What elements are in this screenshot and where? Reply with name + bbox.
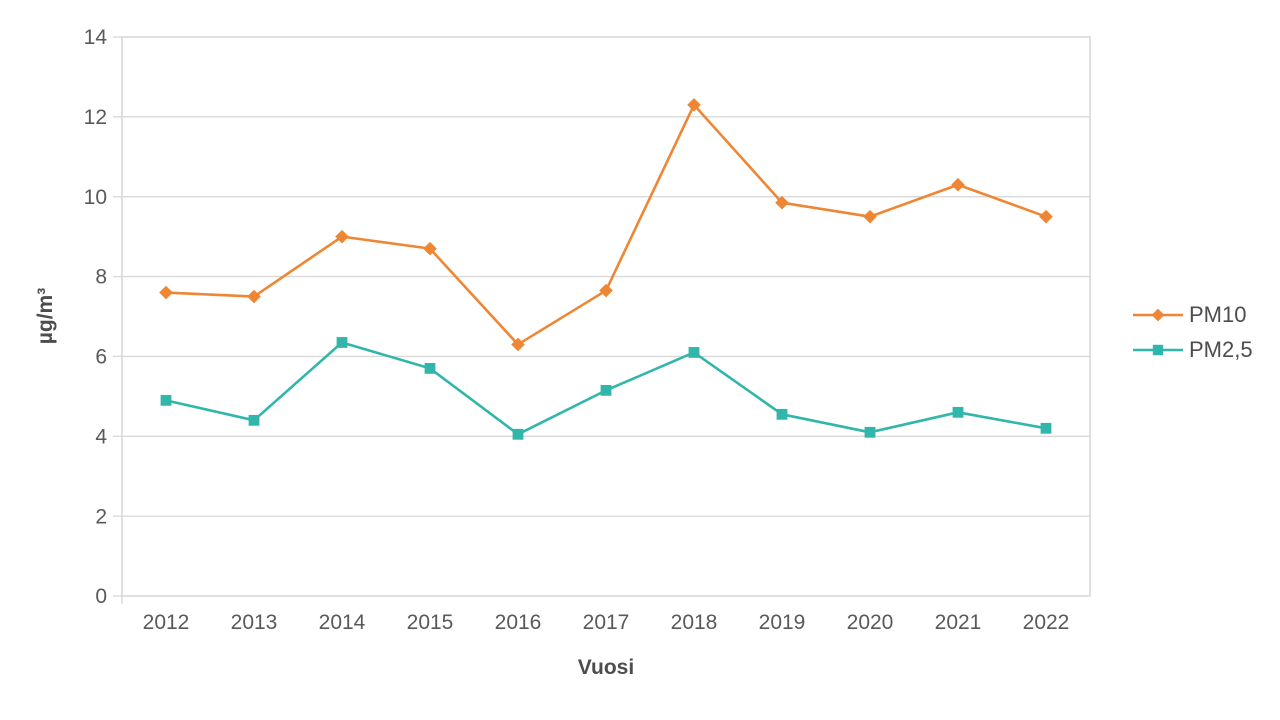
x-tick-label: 2012 [143, 611, 190, 634]
x-tick-label: 2016 [495, 611, 542, 634]
y-tick-label: 14 [84, 26, 108, 49]
y-axis-title: µg/m³ [34, 287, 57, 345]
x-tick-label: 2014 [319, 611, 366, 634]
data-point-marker [776, 408, 788, 420]
data-point-marker [511, 337, 525, 352]
data-point-marker [1040, 422, 1052, 434]
data-point-marker [775, 195, 789, 210]
data-point-marker [336, 337, 348, 348]
data-point-marker [952, 406, 964, 418]
series-line-pm10 [165, 103, 1047, 346]
legend-item-pm25: PM2,5 [1132, 332, 1253, 367]
x-axis-title: Vuosi [577, 656, 635, 679]
legend-label-pm10: PM10 [1189, 301, 1247, 327]
data-point-marker [248, 414, 260, 426]
y-tick-label: 10 [84, 186, 107, 209]
x-tick-label: 2018 [671, 611, 718, 634]
legend-item-pm10: PM10 [1132, 297, 1253, 332]
data-point-marker [1039, 209, 1053, 224]
plot-border [121, 36, 1091, 597]
x-tick-label: 2021 [935, 611, 982, 634]
x-tick-label: 2015 [407, 611, 454, 634]
y-tick-label: 8 [95, 266, 107, 289]
data-point-marker [600, 384, 612, 396]
x-tick-label: 2013 [231, 611, 278, 634]
y-tick-label: 2 [95, 505, 107, 528]
x-tick-label: 2022 [1023, 611, 1070, 634]
pm10-line-marker-icon [1133, 308, 1183, 321]
legend-marker-square [1152, 344, 1164, 355]
y-tick-label: 4 [95, 425, 107, 448]
legend: PM10 PM2,5 [1132, 297, 1253, 367]
pm25-line-marker-icon [1133, 344, 1183, 355]
y-tick-label: 6 [95, 346, 107, 369]
data-point-marker [512, 428, 524, 440]
data-point-marker [688, 347, 700, 358]
data-point-marker [423, 241, 437, 256]
data-point-marker [159, 285, 173, 300]
x-tick-label: 2020 [847, 611, 894, 634]
data-point-marker [247, 289, 261, 304]
data-point-marker [599, 283, 613, 298]
y-tick-label: 0 [95, 585, 107, 608]
legend-label-pm25: PM2,5 [1189, 336, 1253, 362]
data-point-marker [951, 177, 965, 192]
data-point-marker [863, 209, 877, 224]
data-point-marker [424, 363, 436, 374]
data-point-marker [160, 394, 172, 406]
data-point-marker [864, 426, 876, 438]
y-tick-label: 12 [84, 106, 107, 129]
legend-marker-diamond [1151, 308, 1165, 321]
x-tick-label: 2019 [759, 611, 806, 634]
x-tick-label: 2017 [583, 611, 630, 634]
data-point-marker [335, 229, 349, 244]
data-point-marker [687, 98, 701, 112]
